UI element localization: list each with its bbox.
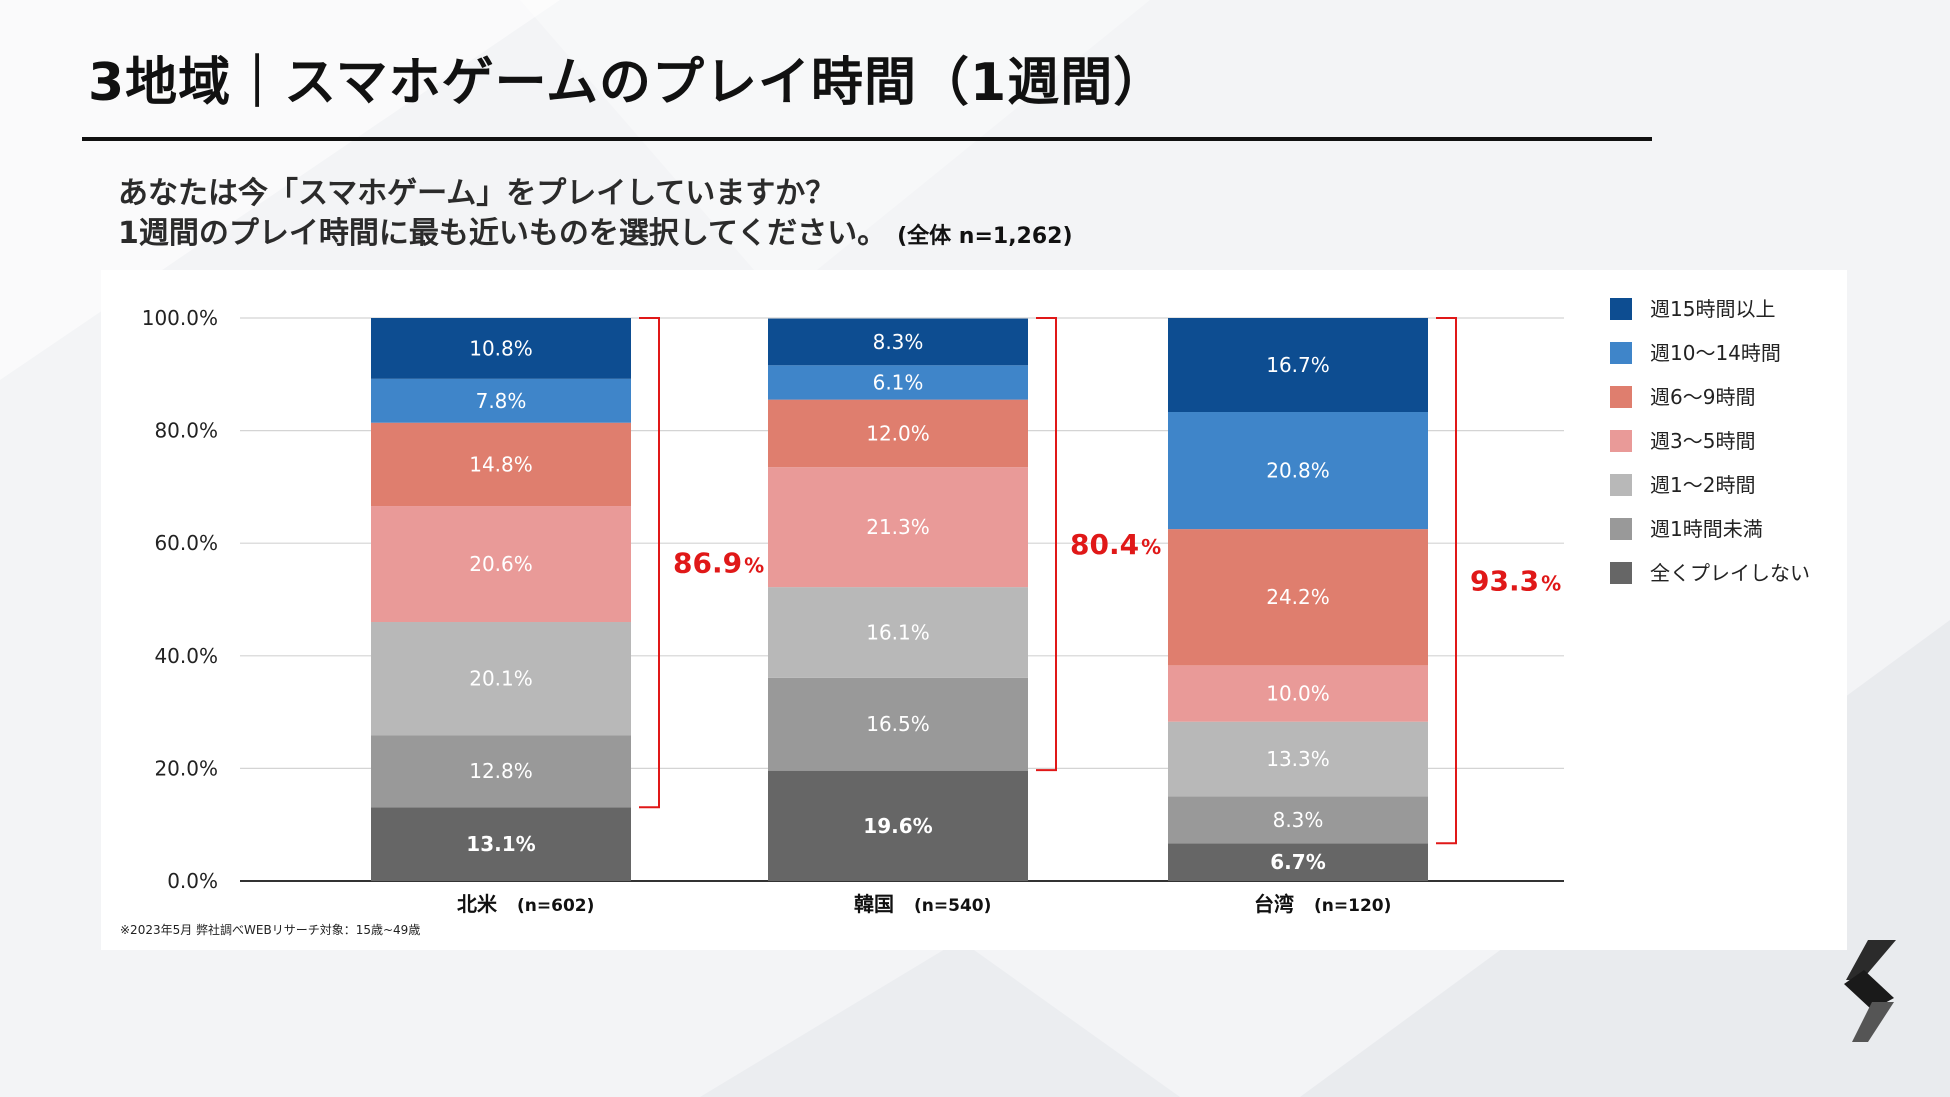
bar-segment xyxy=(371,318,631,379)
y-tick-label: 100.0% xyxy=(142,306,218,330)
question-line-2-text: 1週間のプレイ時間に最も近いものを選択してください。 xyxy=(118,216,888,251)
bar-segment xyxy=(371,422,631,507)
data-label: 10.8% xyxy=(469,336,533,360)
legend-swatch xyxy=(1610,474,1632,496)
legend-swatch xyxy=(1610,430,1632,452)
data-label: 6.1% xyxy=(873,370,924,394)
legend-label: 週6〜9時間 xyxy=(1650,385,1755,409)
legend-swatch xyxy=(1610,298,1632,320)
question-line-2: 1週間のプレイ時間に最も近いものを選択してください。 (全体 n=1,262) xyxy=(118,208,1073,252)
legend-label: 週3〜5時間 xyxy=(1650,429,1755,453)
total-value: 93.3 xyxy=(1470,565,1539,598)
legend-label: 全くプレイしない xyxy=(1650,561,1810,585)
x-category-n: (n=540) xyxy=(914,896,991,916)
total-unit: % xyxy=(1541,572,1561,596)
data-label: 6.7% xyxy=(1270,850,1325,874)
data-label: 12.8% xyxy=(469,759,533,783)
total-bracket xyxy=(639,317,660,809)
data-label: 20.8% xyxy=(1266,459,1330,483)
bar-segment xyxy=(768,365,1028,400)
legend-swatch xyxy=(1610,342,1632,364)
bar-segment xyxy=(768,318,1028,366)
x-category-label: 北米 xyxy=(457,892,498,916)
sample-size-note: (全体 n=1,262) xyxy=(897,224,1073,249)
data-label: 19.6% xyxy=(863,814,932,838)
legend-swatch xyxy=(1610,386,1632,408)
bar-segment xyxy=(1168,665,1428,722)
x-category-label: 台湾 xyxy=(1254,892,1294,916)
bar-segment xyxy=(1168,529,1428,666)
data-label: 24.2% xyxy=(1266,585,1330,609)
total-unit: % xyxy=(1141,535,1161,559)
title-divider xyxy=(82,137,1652,141)
chart-panel: 0.0% 20.0% 40.0% 60.0% 80.0% 100.0% 13.1% 12.8%… xyxy=(101,270,1847,950)
bar-segment xyxy=(1168,721,1428,797)
bar-segment xyxy=(768,770,1028,881)
data-label: 7.8% xyxy=(476,389,527,413)
data-label: 10.0% xyxy=(1266,682,1330,706)
bar-segment xyxy=(768,587,1028,678)
data-label: 13.3% xyxy=(1266,747,1330,771)
total-bracket xyxy=(1036,317,1057,772)
y-tick-label: 80.0% xyxy=(154,419,218,443)
bar-segment xyxy=(371,506,631,623)
bar-segment xyxy=(371,622,631,736)
bar-segment xyxy=(1168,412,1428,530)
brand-logo xyxy=(1844,940,1896,1042)
legend-label: 週1〜2時間 xyxy=(1650,473,1755,497)
x-category-n: (n=120) xyxy=(1314,896,1391,916)
bar-segment xyxy=(768,399,1028,468)
slide-title: 3地域｜スマホゲームのプレイ時間（1週間） xyxy=(88,53,1167,113)
bar-segment xyxy=(768,467,1028,588)
data-label: 8.3% xyxy=(873,330,924,354)
data-label: 16.7% xyxy=(1266,353,1330,377)
bar-segment xyxy=(371,378,631,423)
data-label: 12.0% xyxy=(866,421,930,445)
legend-label: 週10〜14時間 xyxy=(1650,341,1781,365)
data-label: 13.1% xyxy=(466,832,535,856)
y-tick-label: 40.0% xyxy=(154,644,218,668)
x-category-label: 韓国 xyxy=(854,892,894,916)
data-label: 21.3% xyxy=(866,515,930,539)
total-value: 86.9 xyxy=(673,547,742,580)
legend-swatch xyxy=(1610,518,1632,540)
data-label: 16.1% xyxy=(866,620,930,644)
bar-segment xyxy=(1168,318,1428,413)
y-tick-label: 20.0% xyxy=(154,756,218,780)
total-bracket xyxy=(1436,317,1457,845)
data-label: 20.6% xyxy=(469,552,533,576)
y-tick-label: 60.0% xyxy=(154,531,218,555)
legend-label: 週1時間未満 xyxy=(1650,517,1763,541)
footnote: ※2023年5月 弊社調べWEBリサーチ対象：15歳~49歳 xyxy=(120,923,421,937)
bar-segment xyxy=(371,807,631,881)
bar-segment xyxy=(1168,843,1428,881)
stacked-bar-chart: 0.0% 20.0% 40.0% 60.0% 80.0% 100.0% 13.1% 12.8%… xyxy=(142,297,1810,916)
total-value: 80.4 xyxy=(1070,528,1139,561)
question-line-1: あなたは今「スマホゲーム」をプレイしていますか？ xyxy=(118,176,836,211)
data-label: 8.3% xyxy=(1273,808,1324,832)
x-category-n: (n=602) xyxy=(517,896,594,916)
bar-segment xyxy=(371,735,631,808)
legend-label: 週15時間以上 xyxy=(1650,297,1775,321)
data-label: 14.8% xyxy=(469,452,533,476)
data-label: 20.1% xyxy=(469,667,533,691)
bar-segment xyxy=(768,677,1028,771)
total-unit: % xyxy=(744,554,764,578)
data-label: 16.5% xyxy=(866,712,930,736)
legend-swatch xyxy=(1610,562,1632,584)
y-tick-label: 0.0% xyxy=(167,869,218,893)
bar-segment xyxy=(1168,796,1428,844)
